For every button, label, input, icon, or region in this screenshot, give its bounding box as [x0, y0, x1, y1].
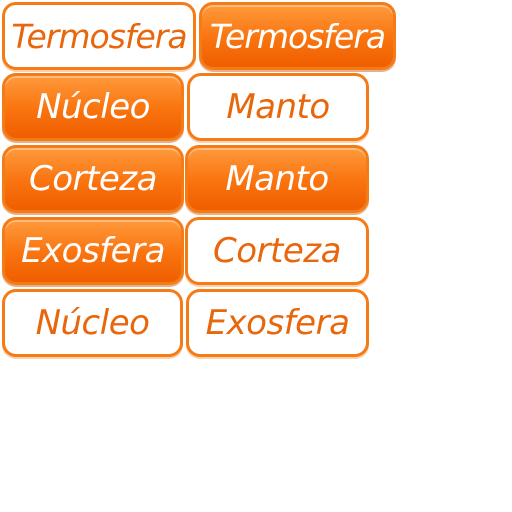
tile-termosfera-2[interactable]: Termosfera: [199, 2, 396, 70]
tile-corteza-1[interactable]: Corteza: [2, 145, 184, 213]
tile-label: Manto: [225, 159, 329, 199]
tile-manto-2[interactable]: Manto: [185, 145, 369, 213]
tile-label: Corteza: [213, 231, 341, 271]
tile-label: Exosfera: [205, 303, 350, 343]
tile-nucleo-1[interactable]: Núcleo: [2, 73, 184, 141]
tile-termosfera-1[interactable]: Termosfera: [2, 2, 196, 70]
tile-label: Núcleo: [35, 303, 150, 343]
tile-label: Termosfera: [11, 16, 187, 56]
tile-label: Exosfera: [21, 231, 165, 271]
tile-label: Corteza: [29, 159, 157, 199]
tile-label: Manto: [226, 87, 330, 127]
tile-label: Termosfera: [209, 16, 386, 56]
tile-exosfera-2[interactable]: Exosfera: [186, 289, 369, 357]
tile-exosfera-1[interactable]: Exosfera: [2, 217, 184, 285]
tile-label: Núcleo: [36, 87, 150, 127]
tile-nucleo-2[interactable]: Núcleo: [2, 289, 183, 357]
tile-corteza-2[interactable]: Corteza: [185, 217, 369, 285]
tile-manto-1[interactable]: Manto: [187, 73, 369, 141]
